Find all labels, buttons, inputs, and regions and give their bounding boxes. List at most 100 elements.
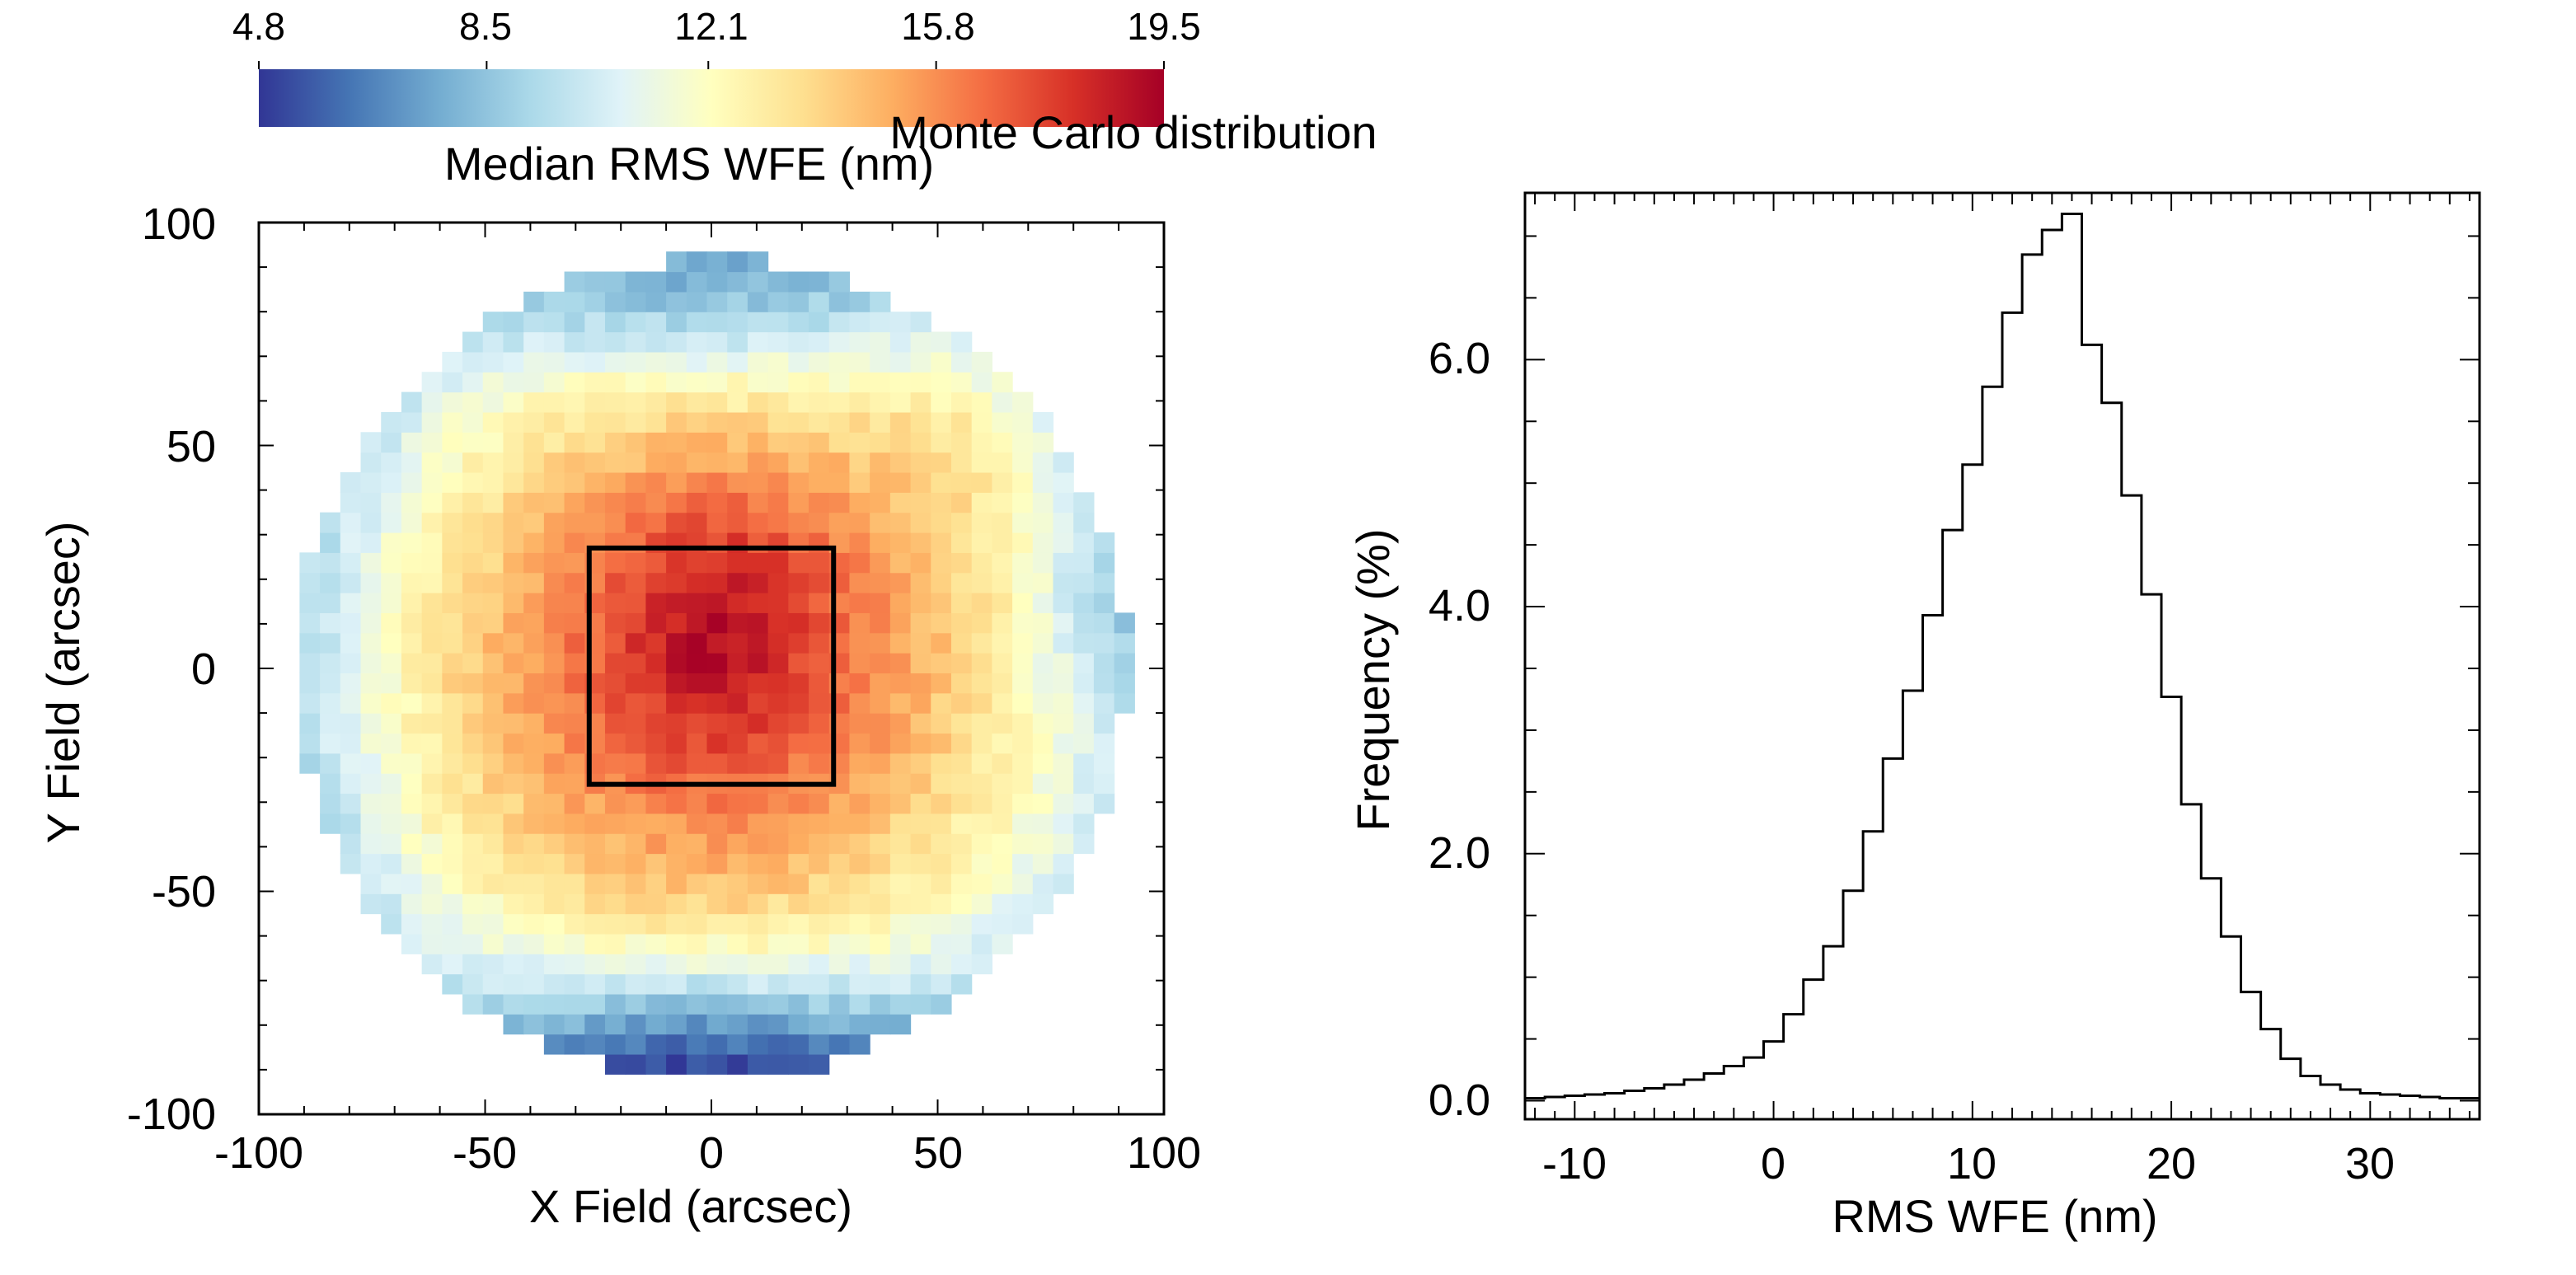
histogram-ytick-label-3: 6.0 [1429, 334, 1490, 383]
heatmap-cell-1282 [645, 291, 667, 312]
heatmap-cell-1183 [625, 372, 646, 393]
heatmap-cell-678 [931, 653, 952, 674]
heatmap-cell-1008 [421, 471, 443, 493]
heatmap-cell-162 [523, 913, 545, 935]
heatmap-cell-800 [910, 593, 931, 613]
heatmap-cell-1292 [849, 291, 870, 312]
heatmap-cell-1254 [482, 312, 504, 333]
heatmap-cell-1095 [767, 432, 789, 453]
histogram-xtick-label-0: -10 [1542, 1139, 1607, 1188]
heatmap-cell-1159 [747, 391, 769, 413]
heatmap-cell-1192 [809, 372, 830, 393]
heatmap-cell-1139 [992, 411, 1013, 433]
heatmap-cell-935 [442, 512, 463, 533]
heatmap-cell-939 [523, 512, 545, 533]
heatmap-cell-385 [686, 793, 708, 814]
heatmap-cell-622 [625, 673, 646, 694]
heatmap-cell-805 [1012, 593, 1034, 613]
heatmap-cell-298 [462, 833, 484, 855]
heatmap-cell-815 [401, 572, 423, 593]
heatmap-cell-1168 [931, 391, 952, 413]
heatmap-cell-322 [950, 833, 973, 855]
heatmap-cell-616 [503, 673, 524, 694]
histogram-frame [1523, 191, 2481, 1121]
heatmap-cell-272 [666, 853, 687, 874]
heatmap-cell-1285 [706, 291, 728, 312]
heatmap-cell-704 [625, 632, 646, 654]
heatmap-cell-1110 [401, 411, 423, 433]
heatmap-cell-69 [910, 993, 931, 1015]
heatmap-cell-1198 [931, 372, 952, 393]
heatmap-cell-956 [870, 512, 891, 533]
heatmap-cell-1080 [462, 432, 484, 453]
heatmap-cell-34 [645, 1014, 667, 1035]
heatmap-cell-178 [849, 913, 870, 935]
heatmap-cell-135 [604, 933, 626, 954]
heatmap-cell-306 [625, 833, 646, 855]
heatmap-cell-1172 [1012, 391, 1034, 413]
heatmap-cell-241 [767, 873, 789, 894]
heatmap-cell-256 [340, 853, 362, 874]
heatmap-cell-252 [992, 873, 1013, 894]
heatmap-cell-1057 [706, 452, 728, 473]
heatmap-cell-529 [381, 713, 402, 734]
heatmap-cell-300 [503, 833, 524, 855]
heatmap-cell-1162 [809, 391, 830, 413]
heatmap-cell-394 [870, 793, 891, 814]
heatmap-cell-962 [992, 512, 1013, 533]
heatmap-cell-63 [788, 993, 809, 1015]
heatmap-cell-959 [931, 512, 952, 533]
heatmap-cell-719 [931, 632, 952, 654]
heatmap-cell-1240 [686, 331, 708, 353]
heatmap-cell-1052 [604, 452, 626, 473]
heatmap-cell-97 [421, 954, 443, 975]
heatmap-cell-142 [747, 933, 769, 954]
heatmap-cell-1220 [809, 351, 830, 373]
heatmap-cell-825 [604, 572, 626, 593]
heatmap-cell-1128 [767, 411, 789, 433]
heatmap-xtick-label-3: 50 [913, 1128, 963, 1178]
heatmap-cell-528 [360, 713, 382, 734]
heatmap-cell-29 [543, 1014, 565, 1035]
heatmap-cell-1056 [686, 452, 708, 473]
heatmap-cell-955 [849, 512, 870, 533]
heatmap-cell-1252 [931, 331, 952, 353]
heatmap-cell-87 [767, 973, 789, 995]
heatmap-cell-100 [482, 954, 504, 975]
heatmap-cell-365 [1053, 813, 1074, 834]
heatmap-cell-726 [1073, 632, 1095, 654]
heatmap-cell-919 [910, 532, 931, 553]
heatmap-cell-602 [1053, 692, 1074, 714]
heatmap-cell-1176 [482, 372, 504, 393]
heatmap-cell-465 [706, 752, 728, 774]
heatmap-cell-291 [1053, 853, 1074, 874]
heatmap-cell-651 [381, 653, 402, 674]
heatmap-cell-498 [564, 733, 585, 754]
heatmap-cell-1270 [809, 312, 830, 333]
heatmap-cell-883 [971, 552, 992, 574]
heatmap-cell-943 [604, 512, 626, 533]
heatmap-cell-321 [931, 833, 952, 855]
heatmap-cell-646 [1114, 673, 1135, 694]
heatmap-cell-1200 [971, 372, 992, 393]
heatmap-cell-542 [645, 713, 667, 734]
heatmap-cell-1085 [564, 432, 585, 453]
heatmap-cell-491 [421, 733, 443, 754]
heatmap-cell-1208 [564, 351, 585, 373]
heatmap-cell-958 [910, 512, 931, 533]
heatmap-cell-833 [767, 572, 789, 593]
heatmap-cell-1256 [523, 312, 545, 333]
heatmap-cell-348 [706, 813, 728, 834]
heatmap-cell-67 [870, 993, 891, 1015]
heatmap-cell-938 [503, 512, 524, 533]
heatmap-cell-769 [1114, 612, 1135, 634]
heatmap-cell-66 [849, 993, 870, 1015]
heatmap-cell-604 [1093, 692, 1115, 714]
heatmap-cell-765 [1032, 612, 1054, 634]
heatmap-cell-1173 [421, 372, 443, 393]
heatmap-cell-22 [767, 1034, 789, 1055]
heatmap-cell-167 [625, 913, 646, 935]
heatmap-cell-23 [788, 1034, 809, 1055]
heatmap-cell-1245 [788, 331, 809, 353]
heatmap-cell-65 [828, 993, 851, 1015]
